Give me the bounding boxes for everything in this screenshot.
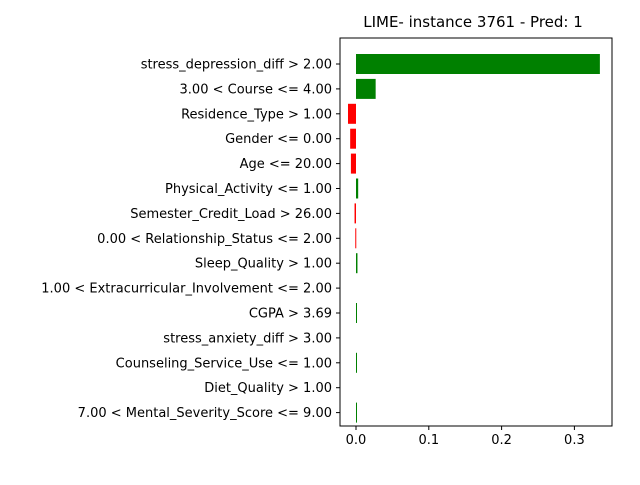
x-tick-label: 0.1: [418, 433, 439, 448]
bar: [354, 203, 356, 224]
x-tick-label: 0.3: [564, 433, 585, 448]
y-tick-label: CGPA > 3.69: [249, 307, 332, 322]
bar: [356, 253, 358, 274]
x-axis: 0.0 0.1 0.2 0.3: [346, 426, 585, 448]
bar: [355, 228, 357, 249]
y-tick-label: Gender <= 0.00: [225, 132, 332, 147]
bar: [356, 78, 376, 99]
y-tick-label: 7.00 < Mental_Severity_Score <= 9.00: [78, 406, 332, 421]
y-tick-label: 0.00 < Relationship_Status <= 2.00: [97, 232, 332, 247]
y-tick-label: stress_anxiety_diff > 3.00: [163, 331, 332, 346]
y-tick-label: stress_depression_diff > 2.00: [141, 58, 332, 73]
y-tick-label: Semester_Credit_Load > 26.00: [130, 207, 332, 222]
bars-group: [347, 54, 600, 423]
bar: [350, 128, 356, 149]
x-tick-label: 0.2: [491, 433, 512, 448]
y-axis: stress_depression_diff > 2.00 3.00 < Cour…: [41, 58, 340, 421]
bar: [356, 303, 357, 323]
y-tick-label: Physical_Activity <= 1.00: [165, 182, 332, 197]
y-tick-label: Residence_Type > 1.00: [181, 107, 332, 122]
bar: [356, 54, 600, 74]
x-tick-label: 0.0: [346, 433, 367, 448]
bar: [347, 103, 356, 124]
y-tick-label: Sleep_Quality > 1.00: [195, 257, 332, 272]
y-tick-label: Counseling_Service_Use <= 1.00: [116, 356, 332, 371]
y-tick-label: Diet_Quality > 1.00: [204, 381, 332, 396]
chart-title: LIME- instance 3761 - Pred: 1: [363, 13, 583, 31]
bar: [350, 153, 356, 174]
bar: [356, 352, 357, 373]
plot-frame: [339, 37, 613, 427]
y-tick-label: Age <= 20.00: [240, 157, 332, 172]
bar: [356, 402, 357, 423]
bar: [356, 178, 359, 199]
y-tick-label: 3.00 < Course <= 4.00: [180, 82, 332, 97]
y-tick-label: 1.00 < Extracurricular_Involvement <= 2.…: [41, 282, 332, 297]
